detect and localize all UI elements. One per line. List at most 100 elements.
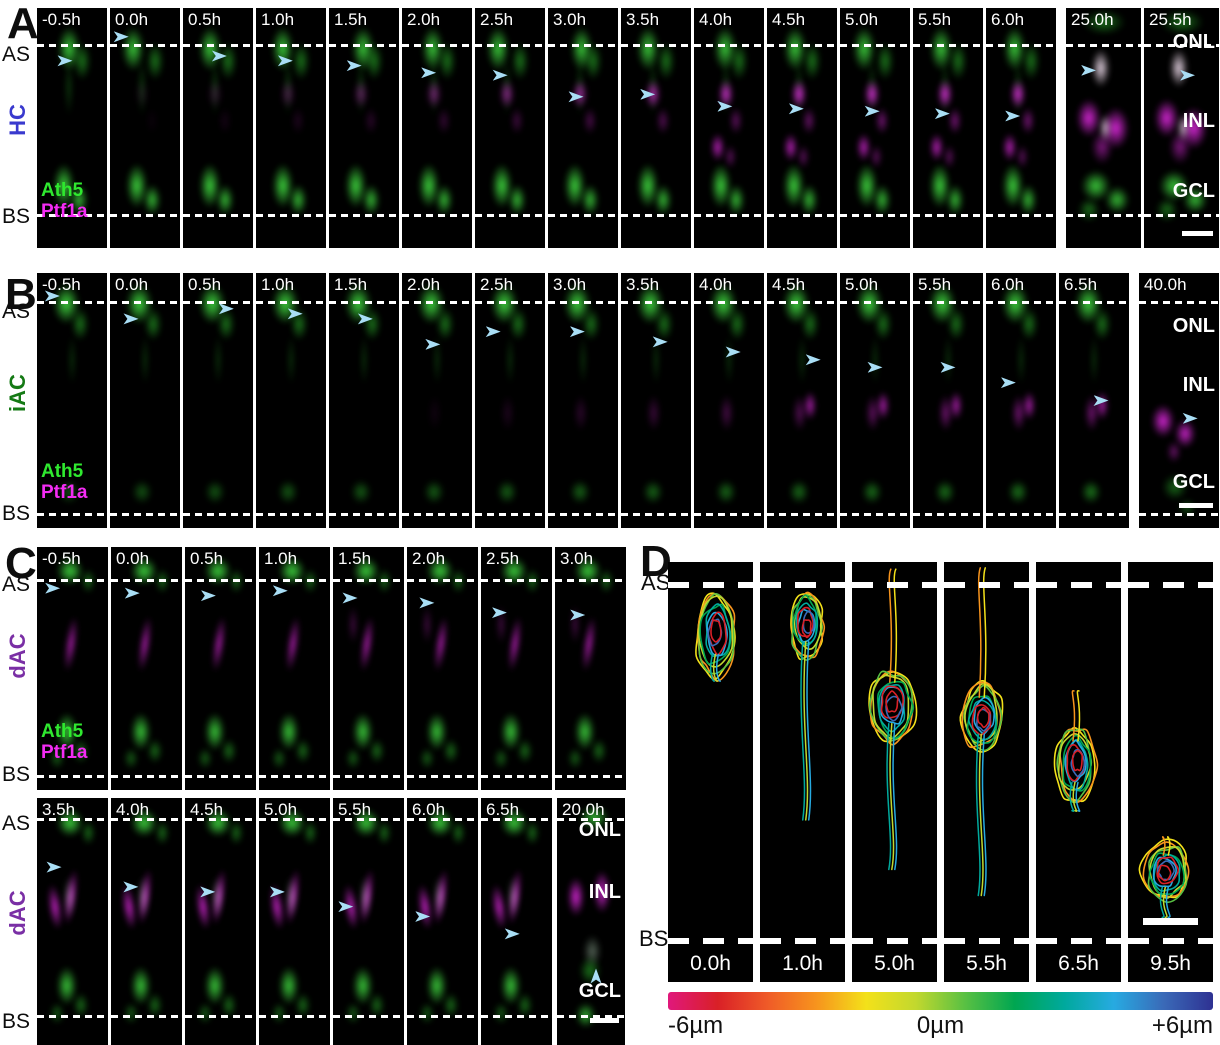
tracked-cell-arrowhead-icon [640,88,656,100]
cell-fluorescence-blob [580,34,605,88]
panel-b-apical-surface-label: AS [2,300,31,323]
frame-separator [552,547,555,790]
time-label: 0.0h [115,10,149,29]
time-label: 5.0h [874,952,915,975]
cell-fluorescence-blob [141,301,166,347]
cell-fluorescence-blob [274,704,304,759]
basal-surface-dashed-line [481,1015,552,1019]
cell-outline-trace [963,684,1003,752]
timepoint-frame: 1.5h [333,547,404,790]
timepoint-frame: 4.0h [694,273,764,528]
timepoint-frame: 2.0h [402,273,472,528]
time-label: 4.0h [699,275,733,294]
cell-outline-trace [801,619,812,639]
timepoint-frame: 1.0h [256,8,326,248]
cell-fluorescence-blob [1004,475,1033,509]
timepoint-frame: 0.0h [110,8,180,248]
panel-c-row2: AS dAC BS 3.5h 4.0h 4.5h 5.0h 5.5h 6.0h 6.5h 20… [0,793,632,1045]
timepoint-frame: 4.0h [111,798,182,1045]
cell-fluorescence-blob [280,604,306,684]
cell-fluorescence-blob [944,301,969,347]
frame-separator [326,273,329,528]
panel-a-basal-surface-label: BS [2,205,31,228]
frame-separator [545,8,548,248]
apical-surface-dashed-line [402,44,472,47]
time-label: 6.0h [991,275,1025,294]
time-label: 5.0h [845,10,879,29]
cell-fluorescence-blob [708,127,728,167]
time-label: 5.5h [966,952,1007,975]
timepoint-frame: 0.5h [183,273,253,528]
tracked-cell-arrowhead-icon [277,55,293,67]
tracked-cell-arrowhead-icon [200,886,216,898]
time-label: 0.5h [188,275,222,294]
time-label: 4.5h [772,10,806,29]
timepoint-frame: 3.0h [548,273,618,528]
cell-outline-trace [1062,734,1092,792]
cell-fluorescence-blob [135,46,148,128]
apical-surface-dashed-line [840,301,910,305]
outline-panel: 9.5h [1128,562,1213,982]
basal-surface-dashed-line [694,512,764,516]
cell-outline-traces-svg [1138,836,1190,919]
tracked-cell-arrowhead-icon [867,361,883,373]
frame-separator [330,798,333,1045]
cell-fluorescence-blob [428,604,454,684]
cell-outline-trace [981,733,987,897]
layer-label-inl: INL [588,880,621,903]
cell-fluorescence-blob [347,475,376,509]
cell-outline-trace [697,595,734,668]
cell-fluorescence-blob [785,475,814,509]
timepoint-frame: 25.0h [1066,8,1141,248]
layer-label-gcl: GCL [578,979,621,1002]
cell-fluorescence-blob [795,140,812,174]
apical-surface-dashed-line [852,582,937,588]
strip-gap [1129,273,1139,528]
cell-fluorescence-blob [712,475,741,509]
cell-fluorescence-blob [927,127,947,167]
cell-fluorescence-blob [194,998,215,1028]
basal-surface-dashed-line [259,1015,330,1019]
cell-fluorescence-blob [342,743,363,773]
basal-surface-dashed-line [259,775,330,779]
timepoint-frame: 1.5h [329,273,399,528]
cell-fluorescence-blob [61,867,77,927]
timepoint-frame: 0.5h [183,8,253,248]
time-label: 4.0h [116,800,150,819]
panel-d-apical-surface-label: AS [641,570,671,595]
basal-surface-dashed-line [185,775,256,779]
basal-surface-dashed-line [256,214,326,218]
cell-fluorescence-blob [280,856,306,937]
cell-outline-trace [892,722,898,871]
cell-fluorescence-blob [190,873,217,940]
cell-outline-trace [1159,886,1165,919]
time-label: 0.0h [115,275,149,294]
cell-fluorescence-blob [132,856,158,937]
basal-surface-dashed-line [110,214,180,218]
time-label: 0.5h [190,549,224,568]
basal-surface-dashed-line [402,512,472,516]
strip-gap [552,798,557,1045]
tracked-cell-arrowhead-icon [652,336,668,348]
basal-surface-dashed-line [621,512,691,516]
cell-fluorescence-blob [936,387,956,439]
cell-fluorescence-blob [570,704,600,759]
cell-fluorescence-blob [717,387,737,439]
cell-outline-trace [800,641,806,821]
timepoint-frame: 5.5h [913,8,983,248]
tracked-cell-arrowhead-icon [269,886,285,898]
tracked-cell-arrowhead-icon [357,313,373,325]
frame-separator [983,8,986,248]
frame-separator [399,8,402,248]
cell-fluorescence-blob [357,867,373,927]
cell-fluorescence-blob [432,323,442,396]
tracked-cell-arrowhead-icon [46,861,62,873]
cell-fluorescence-blob [871,301,896,347]
basal-surface-dashed-line [1144,214,1219,218]
frame-separator [108,547,111,790]
cell-fluorescence-blob [705,154,736,217]
cell-outline-trace [961,681,1002,749]
cell-fluorescence-blob [1093,385,1111,426]
cell-fluorescence-blob [274,475,303,509]
frame-separator [618,273,621,528]
